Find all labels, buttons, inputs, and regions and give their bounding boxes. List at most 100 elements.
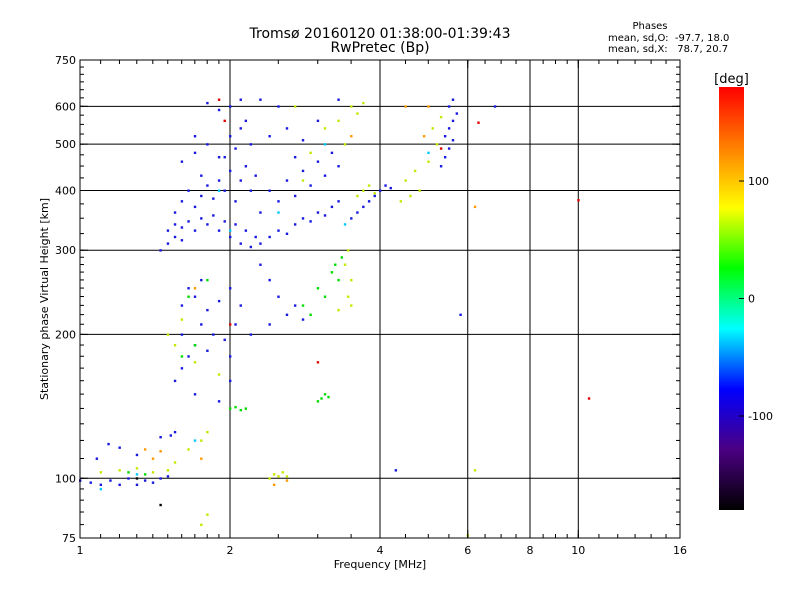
data-point xyxy=(206,223,209,226)
data-point xyxy=(330,151,334,155)
data-point xyxy=(447,147,451,150)
data-point xyxy=(277,229,280,232)
data-point xyxy=(473,469,477,472)
data-point xyxy=(337,200,340,203)
stats-heading: Phases xyxy=(632,21,668,32)
grid-lines xyxy=(80,60,680,538)
data-point xyxy=(229,355,232,358)
data-point xyxy=(443,135,447,138)
data-point xyxy=(285,179,289,182)
data-point xyxy=(239,242,242,245)
data-point xyxy=(135,453,139,457)
y-tick-label: 500 xyxy=(55,138,76,151)
data-point xyxy=(187,220,190,223)
data-point xyxy=(234,147,237,150)
data-point xyxy=(268,135,271,138)
data-point xyxy=(340,256,344,259)
data-point xyxy=(187,355,190,358)
data-point xyxy=(431,127,434,130)
data-point xyxy=(418,189,421,192)
data-point xyxy=(323,174,327,177)
data-point xyxy=(99,487,103,491)
data-point xyxy=(356,211,359,214)
data-point xyxy=(135,483,139,487)
data-point xyxy=(293,304,297,307)
data-point xyxy=(373,192,376,195)
data-point xyxy=(346,295,350,298)
data-point xyxy=(356,194,359,198)
data-point xyxy=(166,229,170,232)
data-point xyxy=(173,211,177,214)
data-point xyxy=(285,479,289,482)
data-point xyxy=(451,119,455,123)
data-point xyxy=(350,105,353,108)
x-tick-label: 10 xyxy=(571,544,585,557)
data-point xyxy=(223,220,226,223)
data-point xyxy=(330,205,334,209)
y-tick-label: 600 xyxy=(55,100,76,113)
data-point xyxy=(118,469,121,472)
chart-subtitle: RwPretec (Bp) xyxy=(330,40,430,56)
data-point xyxy=(459,313,462,317)
data-point xyxy=(217,373,221,376)
data-point xyxy=(334,263,337,266)
data-point xyxy=(320,397,323,400)
data-point xyxy=(193,361,197,364)
data-point xyxy=(343,263,347,266)
data-point xyxy=(244,119,248,123)
data-point xyxy=(323,214,327,217)
data-point xyxy=(206,184,209,187)
data-point xyxy=(399,200,403,203)
data-point xyxy=(285,127,289,130)
data-point xyxy=(118,483,121,487)
data-point xyxy=(239,304,242,307)
data-point xyxy=(127,477,130,480)
x-axis-label: Frequency [MHz] xyxy=(334,558,426,571)
data-point xyxy=(193,439,197,442)
data-point xyxy=(350,278,353,282)
data-point xyxy=(187,295,190,298)
data-point xyxy=(277,105,280,108)
data-point xyxy=(212,214,215,217)
data-point xyxy=(427,151,430,155)
data-point xyxy=(217,189,221,192)
data-point xyxy=(404,105,407,108)
data-point xyxy=(200,174,203,177)
data-point xyxy=(293,194,297,198)
data-point xyxy=(151,471,155,474)
data-point xyxy=(159,435,162,439)
data-point xyxy=(229,379,232,383)
data-point xyxy=(343,223,347,226)
data-point xyxy=(159,450,162,453)
data-point xyxy=(127,471,130,474)
x-tick-label: 8 xyxy=(527,544,534,557)
y-tick-label: 75 xyxy=(62,532,76,545)
data-point xyxy=(316,287,320,290)
data-point xyxy=(217,400,221,403)
data-point xyxy=(259,242,262,245)
data-point xyxy=(180,333,184,336)
data-point xyxy=(309,151,312,155)
data-point xyxy=(217,156,221,159)
data-point xyxy=(293,156,297,159)
data-point xyxy=(200,278,203,282)
data-point xyxy=(99,483,103,487)
data-point xyxy=(249,333,253,336)
colorbar-tick-label: -100 xyxy=(748,410,773,423)
data-point xyxy=(229,235,232,239)
data-point xyxy=(193,295,197,298)
data-point xyxy=(301,169,305,173)
data-point xyxy=(193,344,197,347)
data-point xyxy=(200,523,203,527)
chart-title: Tromsø 20160120 01:38:00-01:39:43 xyxy=(249,26,511,42)
data-point xyxy=(151,457,155,460)
data-point xyxy=(309,184,312,187)
data-point xyxy=(135,467,139,470)
data-point xyxy=(350,135,353,138)
data-point xyxy=(193,229,197,232)
data-point xyxy=(277,295,280,298)
stats-o-mode: mean, sd,O: -97.7, 18.0 xyxy=(608,33,730,44)
data-point xyxy=(447,105,451,108)
data-point xyxy=(200,323,203,326)
data-point xyxy=(362,101,365,105)
